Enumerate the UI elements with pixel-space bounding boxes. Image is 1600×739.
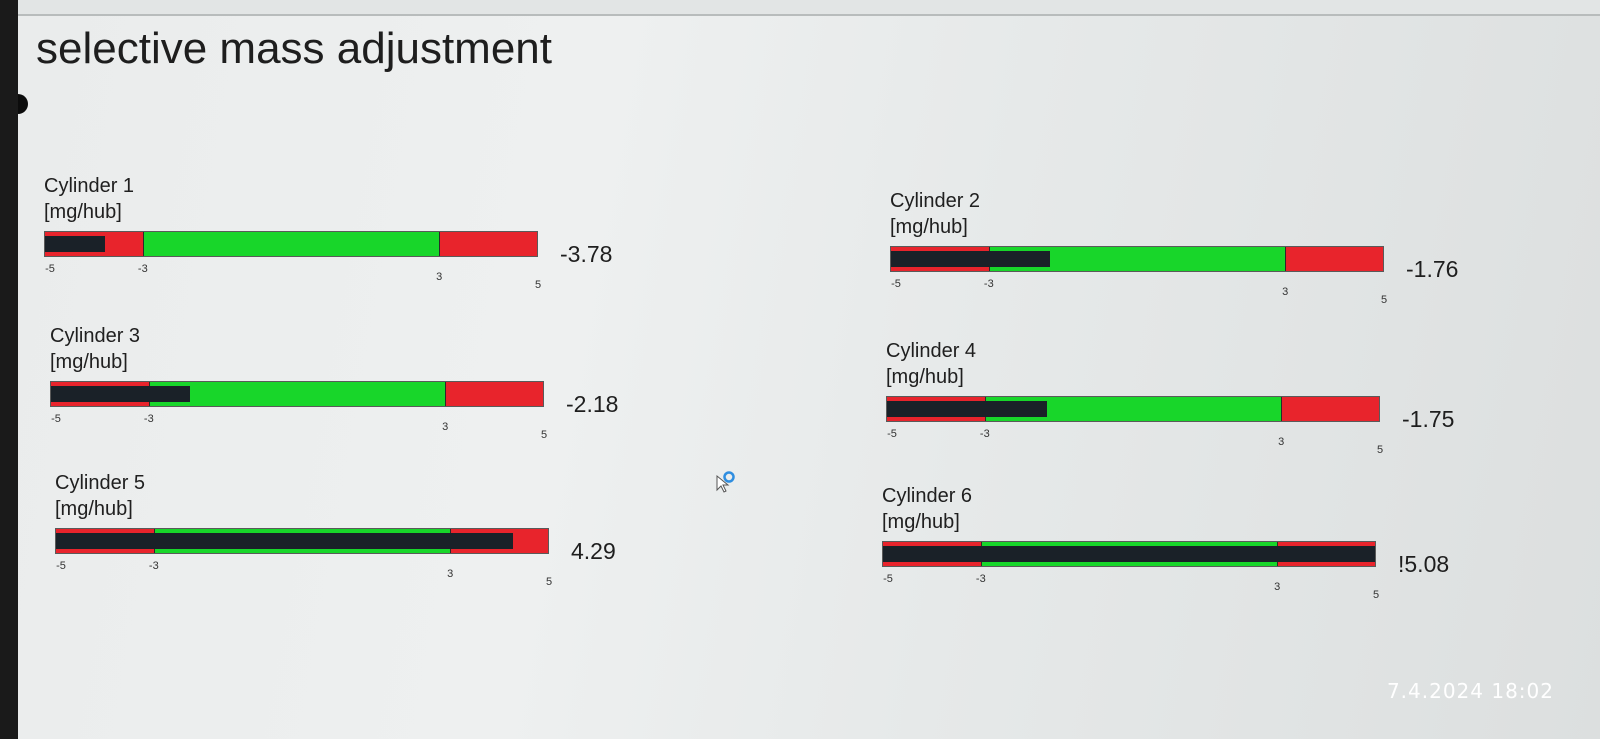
- tick-label: 3: [447, 568, 454, 580]
- zone-red-right: [1280, 397, 1379, 421]
- tick-label: 3: [1278, 436, 1285, 448]
- zone-divider: [1284, 247, 1286, 271]
- gauge-unit: [mg/hub]: [44, 201, 122, 223]
- tick-label: -5: [45, 263, 55, 275]
- tick-label: 5: [540, 429, 548, 441]
- zone-divider: [444, 382, 446, 406]
- tick-label: 5: [534, 279, 542, 291]
- zone-red-right: [1284, 247, 1383, 271]
- tick-label: 3: [1282, 286, 1289, 298]
- zone-green: [143, 232, 439, 256]
- gauge-name: Cylinder 1: [44, 175, 135, 197]
- zone-divider: [143, 232, 145, 256]
- gauge-readout: 4.29: [571, 538, 616, 564]
- gauge-indicator: [51, 386, 190, 402]
- gauge-bar: [44, 231, 538, 257]
- tick-label: -5: [883, 573, 893, 585]
- tick-label: 5: [1372, 589, 1380, 601]
- gauge-unit: [mg/hub]: [55, 498, 133, 520]
- gauge-readout: -1.75: [1402, 406, 1455, 432]
- tick-label: 3: [442, 421, 449, 433]
- tick-label: 3: [436, 271, 443, 283]
- gauge-unit: [mg/hub]: [50, 351, 128, 373]
- gauge-unit: [mg/hub]: [886, 366, 964, 388]
- zone-green: [149, 382, 445, 406]
- gauge-bar: [886, 396, 1380, 422]
- zone-divider: [1280, 397, 1282, 421]
- gauge-unit: [mg/hub]: [890, 216, 968, 238]
- gauge-cylinder-4: Cylinder 4 [mg/hub] -5 -3 3 5 -1.75: [886, 340, 1506, 460]
- gauge-readout: !5.08: [1398, 551, 1450, 577]
- tick-label: -5: [51, 413, 61, 425]
- gauge-readout: -2.18: [566, 391, 619, 417]
- tick-label: 5: [1380, 294, 1388, 306]
- tick-label: 3: [1274, 581, 1281, 593]
- gauge-cylinder-6: Cylinder 6 [mg/hub] -5 -3 3 5 !5.08: [882, 485, 1502, 605]
- gauge-name: Cylinder 6: [882, 485, 973, 507]
- mouse-cursor-icon: [716, 471, 735, 493]
- tick-label: -5: [887, 428, 897, 440]
- gauge-cylinder-1: Cylinder 1 [mg/hub] -5 -3 3 5 -3.78: [44, 175, 664, 295]
- tick-label: -5: [891, 278, 901, 290]
- zone-red-right: [438, 232, 537, 256]
- tick-label: 5: [545, 576, 553, 588]
- tick-label: -3: [143, 413, 154, 425]
- tick-label: -3: [137, 263, 148, 275]
- gauge-cylinder-2: Cylinder 2 [mg/hub] -5 -3 3 5 -1.76: [890, 190, 1510, 310]
- gauge-cylinder-5: Cylinder 5 [mg/hub] -5 -3 3 5 4.29: [55, 472, 675, 592]
- gauge-name: Cylinder 4: [886, 340, 977, 362]
- tick-label: -3: [983, 278, 994, 290]
- status-dot-icon: [18, 94, 28, 114]
- page-title: selective mass adjustment: [36, 24, 552, 73]
- gauge-name: Cylinder 3: [50, 325, 141, 347]
- gauge-bar: [882, 541, 1376, 567]
- tick-label: -3: [975, 573, 986, 585]
- hmi-screen: selective mass adjustment Cylinder 1 [mg/…: [18, 0, 1600, 739]
- gauge-bar: [55, 528, 549, 554]
- gauge-cylinder-3: Cylinder 3 [mg/hub] -5 -3 3 5 -2.18: [50, 325, 670, 445]
- gauge-bar: [50, 381, 544, 407]
- gauge-readout: -3.78: [560, 241, 613, 267]
- window-top-edge: [18, 0, 1600, 16]
- zone-divider: [438, 232, 440, 256]
- tick-label: -3: [979, 428, 990, 440]
- gauge-unit: [mg/hub]: [882, 511, 960, 533]
- gauge-indicator: [45, 236, 106, 252]
- zone-red-right: [444, 382, 543, 406]
- gauge-name: Cylinder 5: [55, 472, 146, 494]
- gauge-name: Cylinder 2: [890, 190, 981, 212]
- gauge-bar: [890, 246, 1384, 272]
- gauge-indicator: [887, 401, 1047, 417]
- tick-label: 5: [1376, 444, 1384, 456]
- gauge-readout: -1.76: [1406, 256, 1459, 282]
- photo-timestamp: 7.4.2024 18:02: [1386, 679, 1554, 703]
- gauge-indicator: [883, 546, 1375, 562]
- tick-label: -3: [148, 560, 159, 572]
- tick-label: -5: [56, 560, 66, 572]
- gauge-indicator: [891, 251, 1051, 267]
- gauge-indicator: [56, 533, 514, 549]
